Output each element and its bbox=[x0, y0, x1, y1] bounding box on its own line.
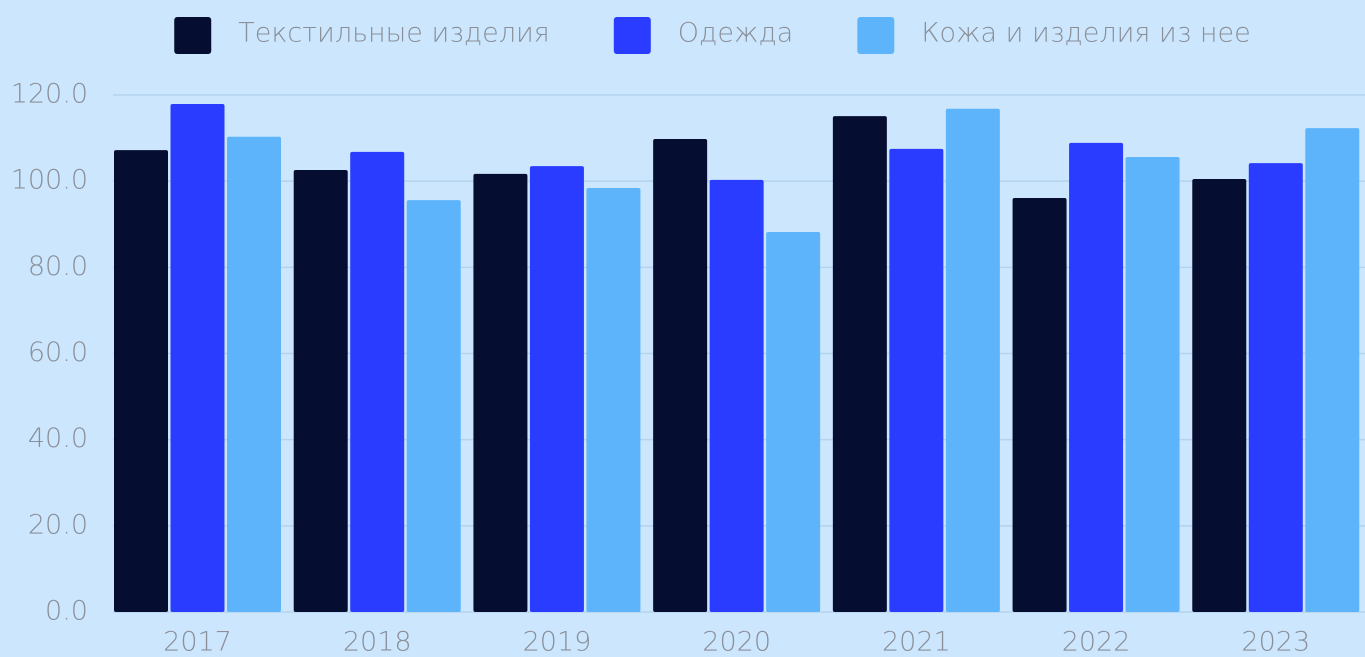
bar bbox=[945, 108, 1000, 612]
y-tick-label: 80.0 bbox=[28, 251, 88, 282]
bar bbox=[1125, 157, 1180, 613]
legend-label: Текстильные изделия bbox=[238, 18, 550, 49]
legend-label: Кожа и изделия из нее bbox=[921, 18, 1250, 49]
bar bbox=[586, 188, 641, 612]
bar bbox=[1012, 197, 1067, 612]
y-tick-label: 40.0 bbox=[28, 423, 88, 454]
bar bbox=[709, 179, 764, 613]
x-tick-label: 2017 bbox=[163, 627, 232, 657]
y-tick-label: 20.0 bbox=[28, 509, 88, 540]
bar bbox=[473, 173, 528, 612]
bar bbox=[1248, 163, 1303, 613]
bar bbox=[1305, 128, 1360, 612]
bar bbox=[889, 148, 944, 612]
legend-swatch bbox=[613, 17, 651, 54]
y-tick-label: 60.0 bbox=[28, 337, 88, 368]
bar bbox=[1069, 142, 1124, 612]
x-tick-label: 2023 bbox=[1241, 627, 1310, 657]
bar bbox=[406, 200, 461, 612]
x-tick-label: 2018 bbox=[343, 627, 412, 657]
y-tick-label: 120.0 bbox=[11, 79, 88, 110]
bar bbox=[227, 136, 281, 612]
bar bbox=[350, 151, 405, 612]
bar bbox=[293, 169, 348, 612]
x-tick-label: 2022 bbox=[1062, 627, 1131, 657]
bar bbox=[529, 166, 584, 612]
x-tick-label: 2021 bbox=[882, 627, 951, 657]
legend-label: Одежда bbox=[678, 18, 794, 49]
bar bbox=[766, 232, 821, 612]
bar bbox=[653, 138, 708, 612]
bar bbox=[114, 150, 168, 612]
y-tick-label: 100.0 bbox=[11, 165, 88, 196]
bar bbox=[1192, 179, 1247, 612]
y-tick-label: 0.0 bbox=[45, 596, 88, 627]
legend-swatch bbox=[174, 17, 212, 54]
x-tick-label: 2020 bbox=[702, 627, 771, 657]
x-tick-label: 2019 bbox=[523, 627, 592, 657]
bar bbox=[832, 116, 887, 612]
bar bbox=[170, 104, 225, 613]
legend-swatch bbox=[857, 17, 895, 54]
